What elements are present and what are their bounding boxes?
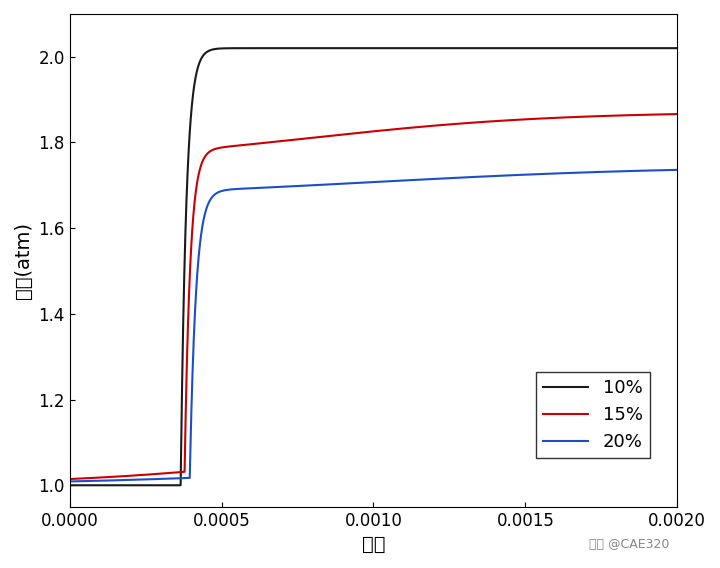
- 15%: [66, 475, 74, 482]
- 20%: [66, 478, 74, 485]
- Legend: 10%, 15%, 20%: 10%, 15%, 20%: [536, 371, 650, 458]
- 20%: [565, 170, 574, 177]
- 15%: [297, 136, 306, 143]
- 20%: [176, 475, 184, 482]
- Line: 20%: 20%: [70, 170, 678, 482]
- 20%: [461, 174, 469, 181]
- 10%: [461, 45, 469, 52]
- 20%: [297, 182, 306, 189]
- 15%: [176, 469, 184, 475]
- Y-axis label: 压力(atm): 压力(atm): [14, 222, 33, 299]
- X-axis label: 时间: 时间: [361, 535, 385, 554]
- Line: 10%: 10%: [70, 48, 678, 485]
- Line: 15%: 15%: [70, 114, 678, 479]
- 15%: [518, 116, 527, 123]
- 10%: [519, 45, 528, 52]
- 15%: [430, 122, 438, 129]
- 10%: [66, 482, 74, 488]
- 15%: [461, 120, 469, 127]
- 10%: [383, 45, 392, 52]
- 10%: [673, 45, 682, 52]
- 10%: [565, 45, 574, 52]
- 10%: [176, 482, 184, 488]
- 10%: [297, 45, 306, 52]
- 20%: [518, 172, 527, 178]
- 15%: [673, 111, 682, 118]
- Text: 知乎 @CAE320: 知乎 @CAE320: [589, 538, 670, 551]
- 10%: [430, 45, 438, 52]
- 20%: [673, 166, 682, 173]
- 20%: [430, 176, 438, 182]
- 15%: [565, 114, 574, 120]
